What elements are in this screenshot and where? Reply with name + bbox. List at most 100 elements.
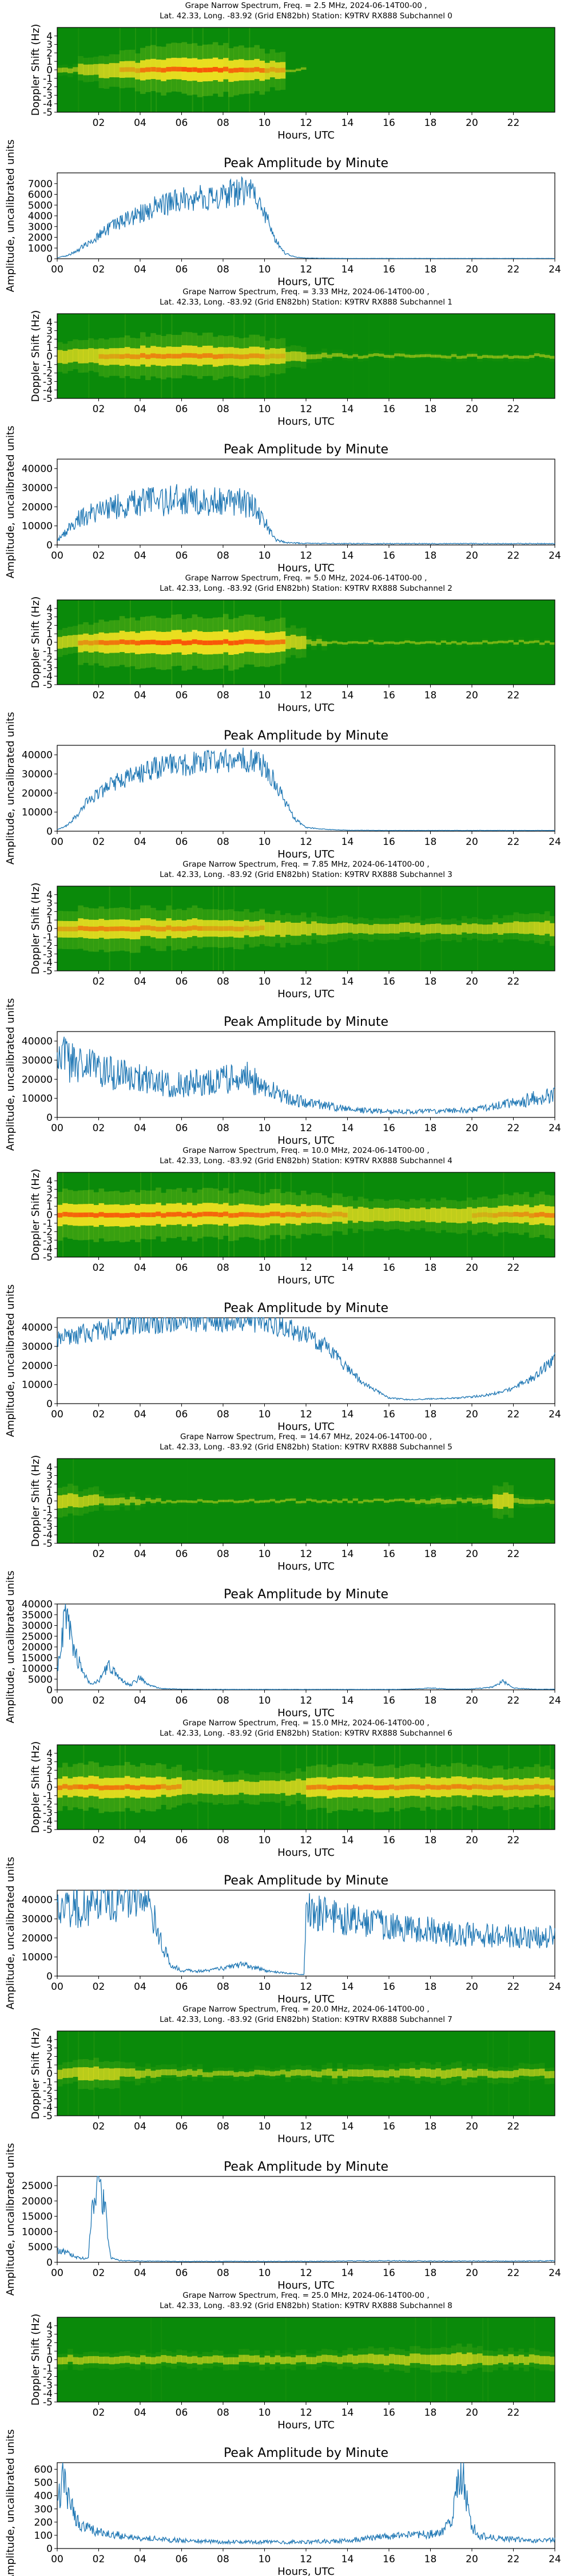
spectrogram-cell: [425, 1784, 431, 1789]
spectrogram-cell: [472, 642, 478, 645]
spectrogram-cell: [487, 924, 493, 934]
spectrogram-streak: [88, 1172, 90, 1257]
spectrogram-cell: [321, 1784, 327, 1789]
spectrogram-cell: [171, 639, 177, 645]
spectrogram-cell: [544, 353, 550, 360]
spectrogram-cell: [78, 349, 84, 364]
spectrogram-cell: [104, 641, 110, 646]
spectrogram-cell: [332, 641, 337, 643]
spectrogram-cell: [410, 1495, 415, 1504]
spectrogram-cell: [104, 354, 110, 359]
amplitude-chart-5: Peak Amplitude by Minute0500010000150002…: [5, 1571, 561, 1724]
spectrogram-cell: [404, 354, 410, 358]
x-tick-label: 02: [93, 264, 105, 275]
y-tick-label: -2: [43, 1513, 53, 1524]
spectrogram-cell: [337, 2068, 343, 2076]
spectrogram-streak: [492, 2031, 494, 2116]
spectrogram-cell: [492, 2071, 498, 2079]
spectrogram-cell: [311, 921, 317, 934]
spectrogram-cell: [534, 353, 540, 357]
spectrogram-cell: [192, 1213, 198, 1218]
spectrogram-cell: [192, 1780, 198, 1795]
y-tick-label: 25000: [22, 1631, 53, 1642]
spectrogram-cell: [508, 922, 514, 934]
spectrogram-cell: [446, 1778, 452, 1797]
spectrogram-cell: [290, 1212, 296, 1217]
x-tick-label: 22: [507, 2554, 520, 2565]
x-tick-label: 18: [424, 2407, 437, 2419]
spectrogram-cell: [430, 641, 436, 644]
spectrogram-cell: [518, 1212, 525, 1217]
spectrogram-cell: [73, 67, 78, 72]
spectrogram-cell: [389, 1499, 395, 1502]
spectrogram-cell: [466, 1785, 472, 1790]
spectrogram-cell: [176, 920, 182, 938]
spectrogram-cell: [207, 345, 213, 365]
spectrogram-cell: [62, 2068, 68, 2079]
spectrogram-cell: [217, 1212, 224, 1218]
spectrogram-cell: [446, 355, 452, 359]
spectrogram-cell: [161, 1784, 166, 1789]
spectrogram-cell: [399, 1498, 405, 1502]
spectrogram-cell: [368, 351, 374, 358]
spectrogram-cell: [389, 1777, 395, 1796]
spectrogram-streak: [477, 886, 479, 971]
spectrogram-cell: [498, 924, 503, 935]
y-tick-label: -4: [43, 957, 53, 969]
spectrogram-cell: [181, 2355, 188, 2363]
y-axis-label: Doppler Shift (Hz): [30, 1455, 42, 1547]
spectrogram-cell: [150, 1499, 156, 1503]
spectrogram-cell: [383, 2356, 390, 2365]
x-tick-label: 18: [424, 2554, 437, 2565]
amplitude-chart-7: Peak Amplitude by Minute0500010000150002…: [5, 2143, 561, 2296]
spectrogram-streak: [119, 2031, 121, 2116]
spectrogram-cell: [166, 1212, 172, 1217]
spectrogram-cell: [145, 2069, 151, 2076]
spectrogram-cell: [264, 62, 271, 80]
y-tick-label: 5000: [28, 200, 53, 211]
spectrogram-cell: [498, 1495, 503, 1509]
spectrogram-cell: [93, 1784, 99, 1789]
spectrogram-cell: [472, 1784, 478, 1789]
spectrogram-cell: [487, 1779, 493, 1797]
spectrogram-cell: [93, 2356, 99, 2364]
y-axis-label: Doppler Shift (Hz): [30, 24, 42, 116]
x-tick-label: 22: [507, 836, 520, 848]
spectrogram-cell: [98, 348, 105, 365]
amplitude-title: Peak Amplitude by Minute: [224, 1015, 388, 1029]
spectrogram-cell: [207, 1500, 213, 1503]
x-tick-label: 14: [341, 2554, 354, 2565]
y-tick-label: 35000: [22, 1610, 53, 1621]
y-tick-label: 30000: [22, 483, 53, 494]
spectrogram-cell: [352, 2356, 359, 2364]
spectrogram-cell: [239, 639, 244, 645]
x-tick-label: 10: [259, 976, 271, 987]
spectrogram-cell: [197, 68, 203, 73]
spectrogram-cell: [456, 642, 462, 645]
spectrogram-cell: [523, 2069, 530, 2076]
y-tick-label: 2: [46, 620, 53, 631]
spectrogram-cell: [124, 353, 130, 358]
spectrogram-cell: [67, 68, 73, 73]
spectrogram-cell: [228, 1781, 234, 1795]
spectrogram-cell: [67, 2068, 73, 2078]
spectrogram-cell: [88, 634, 94, 653]
x-tick-label: 10: [259, 2267, 271, 2279]
x-tick-label: 14: [341, 1695, 354, 1706]
spectrogram-cell: [415, 642, 420, 645]
spectrogram-cell: [254, 926, 260, 931]
y-tick-label: 10000: [22, 1664, 53, 1675]
spectrogram-cell: [534, 1784, 540, 1789]
spectrogram-cell: [73, 2357, 78, 2365]
x-tick-label: 10: [259, 1981, 271, 1993]
spectrogram-cell: [119, 639, 125, 645]
spectrogram-cell: [492, 1777, 498, 1796]
spectrogram-cell: [197, 347, 203, 366]
amplitude-title: Peak Amplitude by Minute: [224, 156, 388, 171]
spectrogram-cell: [404, 1777, 410, 1796]
spectrogram-cell: [78, 641, 84, 646]
spectrogram-cell: [492, 355, 498, 362]
x-tick-label: 16: [383, 2121, 395, 2132]
spectrogram-cell: [93, 349, 99, 364]
x-tick-label: 22: [507, 1262, 520, 1274]
